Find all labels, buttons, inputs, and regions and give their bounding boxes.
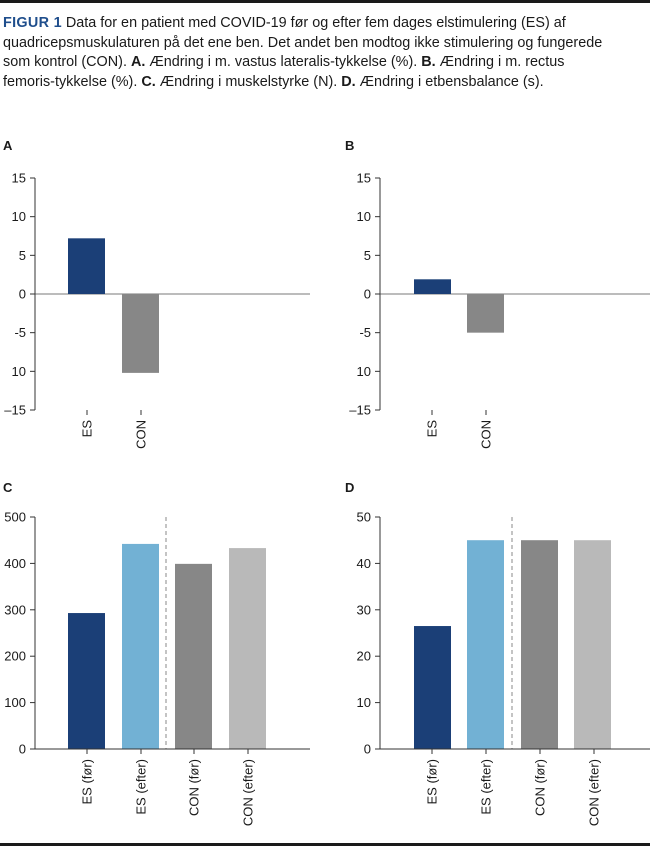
caption-panel-b-letter: B. [421,54,436,70]
panel-d-bar-1 [414,626,451,749]
panel-c-bar-1 [68,613,105,749]
panel-d-bar-2 [467,540,504,749]
panel-d-bar-3 [521,540,558,749]
caption-panel-c-letter: C. [141,73,156,90]
panel-d-category-label-3: CON (før) [533,759,548,816]
panel-c-ytick-label-4: 200 [4,649,26,664]
panel-c-bar-3 [175,563,212,749]
panel-d-category-label-2: ES (efter) [479,759,494,815]
panel-c-category-label-2: ES (efter) [134,759,149,815]
panel-b-ytick-label-7: –15 [349,403,371,418]
panel-b-category-label-1: ES [425,420,440,438]
panel-d-ytick-label-4: 20 [357,649,371,664]
figure-caption: FIGUR 1 Data for en patient med COVID-19… [3,14,603,92]
panel-d-letter: D [345,480,354,495]
panel-d-ytick-label-2: 40 [357,556,371,571]
panel-b-ytick-label-4: 0 [364,287,371,302]
panel-d-ytick-label-3: 30 [357,602,371,617]
caption-panel-a-text: Ændring i m. vastus lateralis-tykkelse (… [145,54,422,70]
panel-b-ytick-label-6: 10 [357,364,371,379]
caption-panel-d-text: Ændring i etbensbalance (s). [355,73,544,90]
panel-c-ytick-label-2: 400 [4,556,26,571]
panel-c-category-label-3: CON (før) [187,759,202,816]
panel-b-ytick-label-1: 15 [357,171,371,186]
panel-a-category-label-1: ES [80,420,95,438]
panel-a-ytick-label-4: 0 [19,287,26,302]
panel-c-ytick-label-3: 300 [4,602,26,617]
caption-panel-b-text: Ændring i m. rectus femoris-tykkelse (%)… [3,54,565,90]
panel-a-ytick-label-7: –15 [4,403,26,418]
panel-c-bar-2 [122,543,159,749]
panel-b-bar-2 [467,294,504,333]
panel-d-bar-4 [574,540,611,749]
panel-b-ytick-label-2: 10 [357,209,371,224]
panel-c-letter: C [3,480,13,495]
panel-a-ytick-label-6: 10 [12,364,26,379]
panel-a-ytick-label-2: 10 [12,209,26,224]
panel-a-bar-2 [122,294,159,373]
panel-d-category-label-4: CON (efter) [587,759,602,826]
panel-a-category-label-2: CON [134,420,149,449]
panel-c-bar-4 [229,548,266,749]
panel-b-ytick-label-5: -5 [359,325,371,340]
panel-d-ytick-label-6: 0 [364,742,371,757]
caption-panel-c-text: Ændring i muskelstyrke (N). [155,73,342,90]
panel-b-ytick-label-3: 5 [364,248,371,263]
panel-a-ytick-label-5: -5 [14,325,26,340]
panel-d-category-label-1: ES (før) [425,759,440,805]
panel-d-ytick-label-1: 50 [357,510,371,525]
panel-b-category-label-2: CON [479,420,494,449]
panel-a-ytick-label-3: 5 [19,248,26,263]
panel-b-bar-1 [414,279,451,294]
panel-a-bar-1 [68,238,105,294]
figure-label: FIGUR 1 [3,15,62,31]
bottom-rule [0,843,650,846]
panel-c-ytick-label-6: 0 [19,742,26,757]
panel-a-letter: A [3,138,13,153]
caption-panel-a-letter: A. [130,54,146,70]
top-rule [0,0,650,3]
panel-a-ytick-label-1: 15 [12,171,26,186]
panel-c-category-label-1: ES (før) [80,759,95,805]
caption-panel-d-letter: D. [341,73,356,90]
caption-text: Data for en patient med COVID-19 før og … [3,15,603,70]
panel-c-category-label-4: CON (efter) [241,759,256,826]
panel-b-letter: B [345,138,354,153]
panel-c-ytick-label-1: 500 [4,510,26,525]
panel-d-ytick-label-5: 10 [357,695,371,710]
panel-c-ytick-label-5: 100 [4,695,26,710]
